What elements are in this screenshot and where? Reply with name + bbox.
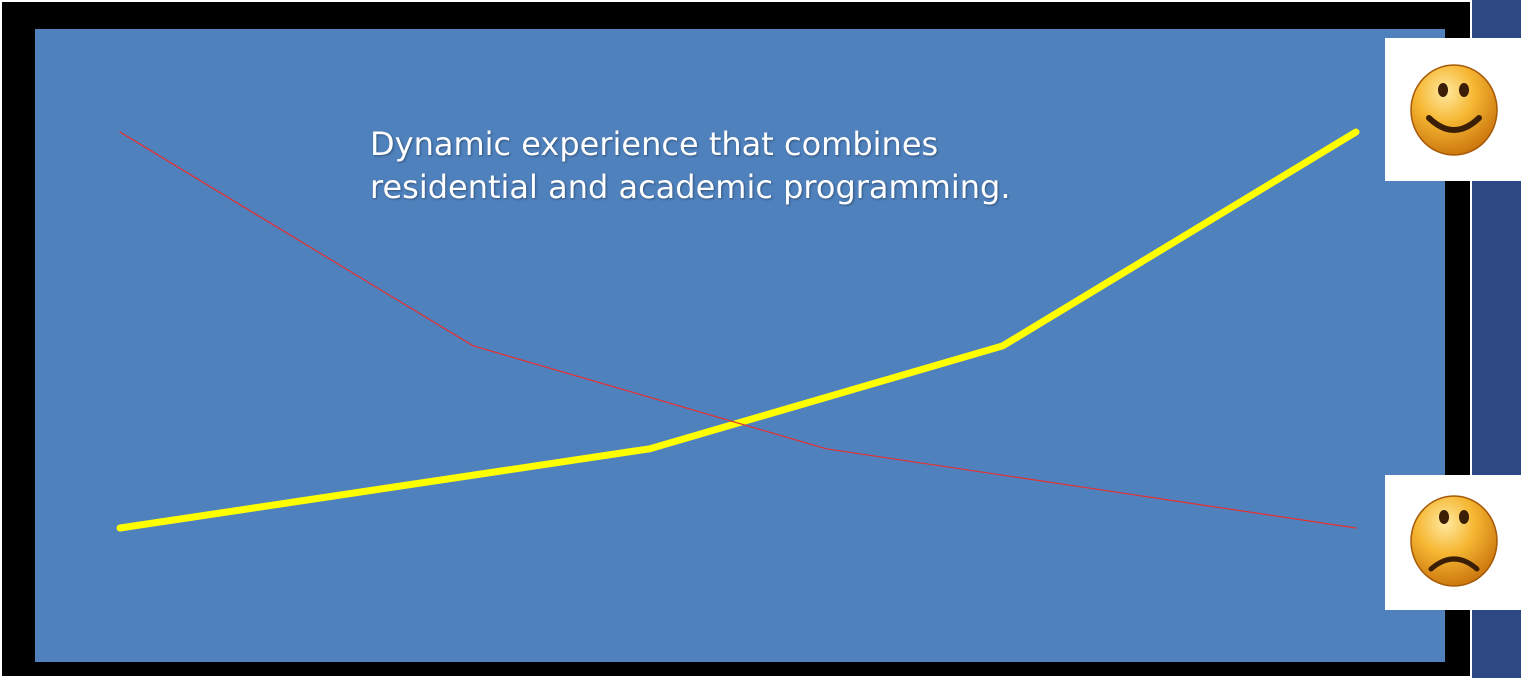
happy-face-box <box>1385 38 1521 181</box>
slide-frame <box>0 0 1472 678</box>
caption-line-1: Dynamic experience that combines <box>370 125 939 163</box>
red-series-line <box>119 131 1357 529</box>
slide-caption: Dynamic experience that combines residen… <box>370 123 1210 209</box>
chart-panel <box>35 29 1445 662</box>
sad-face-icon <box>1410 495 1498 587</box>
caption-line-2: residential and academic programming. <box>370 168 1011 206</box>
happy-face-icon <box>1410 64 1498 156</box>
sad-face-box <box>1385 475 1521 610</box>
yellow-series-line <box>116 128 1360 532</box>
